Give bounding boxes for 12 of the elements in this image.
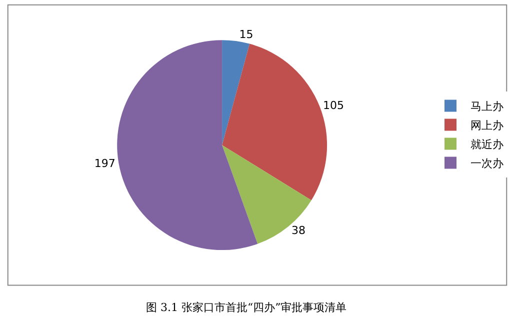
legend-label: 马上办 [470, 100, 504, 114]
data-label: 15 [239, 28, 254, 42]
pie-slice [222, 40, 250, 146]
data-label: 105 [322, 99, 344, 112]
legend-label: 网上办 [470, 119, 504, 132]
legend-label: 就近办 [470, 138, 504, 152]
data-label: 197 [94, 156, 116, 170]
data-label: 38 [291, 224, 306, 238]
pie-slice [117, 40, 258, 250]
caption: 图 3.1 张家口市首批“四办”审批事项清单 [146, 301, 347, 314]
pie-slice [222, 145, 312, 244]
legend-label: 一次办 [470, 157, 504, 170]
